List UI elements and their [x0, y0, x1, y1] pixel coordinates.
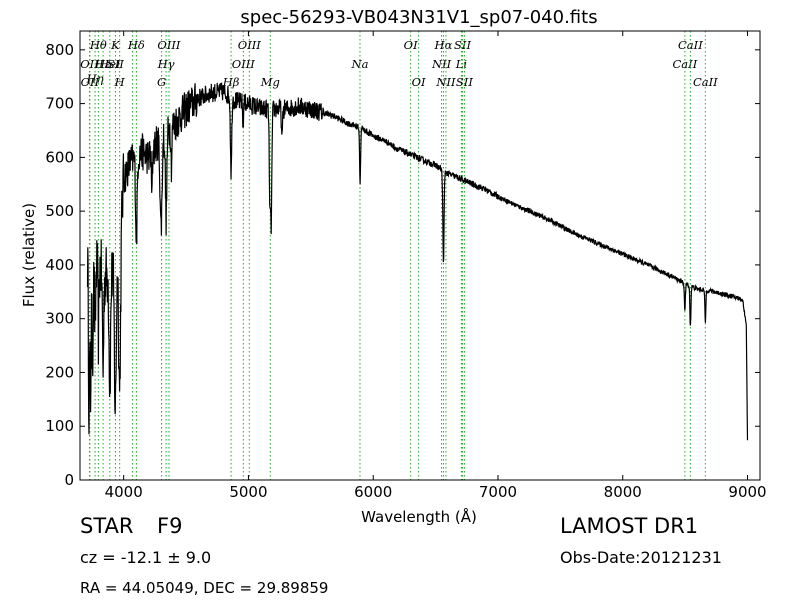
- line-label: Na: [351, 57, 369, 71]
- line-label: Li: [455, 57, 468, 71]
- line-label: H: [114, 75, 126, 89]
- line-label: SII: [454, 38, 471, 52]
- line-label: CaII: [693, 75, 718, 89]
- line-label: OII: [81, 75, 100, 89]
- y-tick-label: 100: [45, 417, 74, 435]
- line-label: Hε: [94, 57, 111, 71]
- line-label: Hα: [434, 38, 453, 52]
- line-label: OIII: [232, 57, 256, 71]
- y-tick-label: 700: [45, 95, 74, 113]
- x-tick-label: 7000: [479, 483, 517, 501]
- x-tick-label: 6000: [354, 483, 392, 501]
- obs-date: Obs-Date:20121231: [560, 548, 722, 567]
- y-tick-label: 300: [45, 310, 74, 328]
- object-type: STAR: [80, 514, 134, 538]
- line-label: NII: [435, 75, 456, 89]
- line-markers: OIIOIIHηHθHεHeIKSIIHHδGHγOIIIHβOIIIOIIIM…: [80, 31, 718, 480]
- line-label: OIII: [157, 38, 181, 52]
- line-label: SII: [456, 75, 473, 89]
- y-tick-label: 200: [45, 363, 74, 381]
- chart-title: spec-56293-VB043N31V1_sp07-040.fits: [240, 7, 597, 28]
- x-tick-label: 9000: [728, 483, 766, 501]
- y-tick-label: 0: [64, 471, 74, 489]
- x-tick-label: 8000: [604, 483, 642, 501]
- line-label: Mg: [260, 75, 280, 89]
- line-label: Hθ: [89, 38, 107, 52]
- coordinates-text: RA = 44.05049, DEC = 29.89859: [80, 579, 329, 597]
- line-label: Hη: [86, 71, 104, 85]
- line-label: Hγ: [157, 57, 175, 71]
- y-axis-label: Flux (relative): [20, 203, 38, 307]
- line-label: OIII: [238, 38, 262, 52]
- line-label: CaII: [678, 38, 703, 52]
- survey-name: LAMOST DR1: [560, 514, 699, 538]
- object-subclass: F9: [157, 514, 183, 538]
- line-label: K: [110, 38, 121, 52]
- y-tick-label: 400: [45, 256, 74, 274]
- line-label: CaII: [673, 57, 698, 71]
- x-axis: 4000 5000 6000 7000 8000 9000: [105, 31, 767, 501]
- y-tick-label: 800: [45, 41, 74, 59]
- x-tick-label: 4000: [105, 483, 143, 501]
- line-label: NII: [431, 57, 452, 71]
- line-label: Hδ: [127, 38, 145, 52]
- plot-frame: [79, 30, 761, 481]
- y-axis: 0 100 200 300 400 500 600 700 800: [45, 41, 760, 489]
- x-axis-label: Wavelength (Å): [361, 507, 477, 526]
- y-tick-label: 600: [45, 148, 74, 166]
- line-label: OI: [412, 75, 426, 89]
- line-label: OI: [404, 38, 418, 52]
- redshift-text: cz = -12.1 ± 9.0: [80, 548, 212, 567]
- line-label: SII: [107, 57, 124, 71]
- y-tick-label: 500: [45, 202, 74, 220]
- line-label: G: [157, 75, 166, 89]
- spectrum-line: [86, 82, 749, 441]
- x-tick-label: 5000: [229, 483, 267, 501]
- line-label: Hβ: [222, 75, 240, 89]
